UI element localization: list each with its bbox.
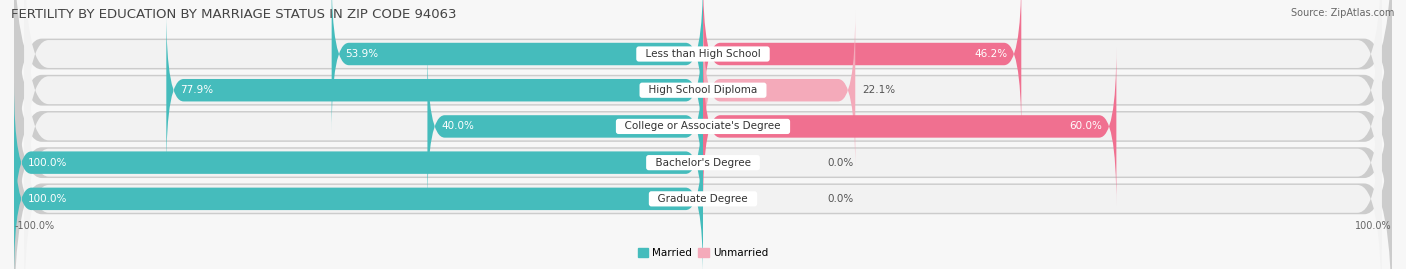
Text: College or Associate's Degree: College or Associate's Degree (619, 121, 787, 132)
Text: 46.2%: 46.2% (974, 49, 1008, 59)
Text: Bachelor's Degree: Bachelor's Degree (648, 158, 758, 168)
Text: 0.0%: 0.0% (827, 194, 853, 204)
FancyBboxPatch shape (14, 0, 1392, 256)
FancyBboxPatch shape (14, 119, 703, 269)
Text: High School Diploma: High School Diploma (643, 85, 763, 95)
Text: Graduate Degree: Graduate Degree (651, 194, 755, 204)
FancyBboxPatch shape (703, 11, 855, 169)
FancyBboxPatch shape (24, 0, 1382, 167)
Text: 22.1%: 22.1% (862, 85, 896, 95)
Text: 40.0%: 40.0% (441, 121, 474, 132)
FancyBboxPatch shape (166, 11, 703, 169)
FancyBboxPatch shape (24, 0, 1382, 203)
Text: Less than High School: Less than High School (638, 49, 768, 59)
Text: 60.0%: 60.0% (1070, 121, 1102, 132)
Text: -100.0%: -100.0% (14, 221, 55, 231)
FancyBboxPatch shape (24, 14, 1382, 239)
Text: FERTILITY BY EDUCATION BY MARRIAGE STATUS IN ZIP CODE 94063: FERTILITY BY EDUCATION BY MARRIAGE STATU… (11, 8, 457, 21)
FancyBboxPatch shape (703, 0, 1021, 133)
Text: 0.0%: 0.0% (827, 158, 853, 168)
FancyBboxPatch shape (24, 50, 1382, 269)
Legend: Married, Unmarried: Married, Unmarried (634, 244, 772, 263)
Text: 53.9%: 53.9% (346, 49, 378, 59)
Text: 100.0%: 100.0% (1355, 221, 1392, 231)
FancyBboxPatch shape (24, 86, 1382, 269)
Text: Source: ZipAtlas.com: Source: ZipAtlas.com (1291, 8, 1395, 18)
FancyBboxPatch shape (427, 47, 703, 206)
FancyBboxPatch shape (14, 0, 1392, 220)
FancyBboxPatch shape (14, 83, 703, 242)
FancyBboxPatch shape (14, 69, 1392, 269)
FancyBboxPatch shape (14, 33, 1392, 269)
Text: 100.0%: 100.0% (28, 158, 67, 168)
FancyBboxPatch shape (703, 47, 1116, 206)
FancyBboxPatch shape (14, 0, 1392, 183)
FancyBboxPatch shape (332, 0, 703, 133)
Text: 100.0%: 100.0% (28, 194, 67, 204)
Text: 77.9%: 77.9% (180, 85, 214, 95)
